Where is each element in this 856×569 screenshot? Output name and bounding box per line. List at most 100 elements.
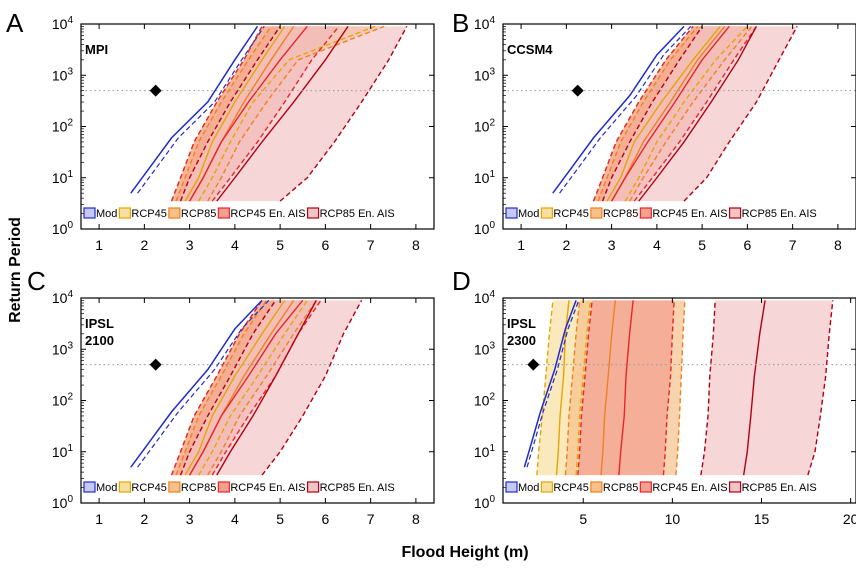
bound-upper-rcp85-en-ais xyxy=(261,300,363,476)
bound-lower-rcp45 xyxy=(536,300,554,476)
line-mod-bound xyxy=(559,25,692,194)
median-rcp85 xyxy=(600,300,617,476)
x-tick-label: 3 xyxy=(608,237,616,253)
x-tick-label: 6 xyxy=(321,237,329,253)
bound-lower-rcp85 xyxy=(597,25,699,202)
legend-swatch-rcp45 xyxy=(118,481,132,493)
legend-swatch-rcp45-en-ais xyxy=(217,207,230,219)
observed-marker xyxy=(149,358,162,371)
bound-upper-rcp85-en-ais xyxy=(279,26,408,202)
median-rcp85-en-ais xyxy=(216,300,317,476)
legend-swatch-rcp45 xyxy=(540,207,554,219)
y-tick-label: 103 xyxy=(52,340,74,357)
x-tick-label: 4 xyxy=(231,511,239,527)
x-tick-label: 5 xyxy=(698,237,706,253)
y-tick-label: 101 xyxy=(474,443,496,460)
band-rcp85-en-ais xyxy=(180,26,407,202)
x-tick-label: 7 xyxy=(367,237,375,253)
line-mod xyxy=(130,299,263,468)
model-label: 2100 xyxy=(85,333,114,348)
legend-label-rcp85: RCP85 xyxy=(603,482,638,494)
x-tick-label: 3 xyxy=(186,237,194,253)
median-rcp45 xyxy=(606,25,721,202)
legend-swatch-mod xyxy=(83,481,96,493)
x-axis-title: Flood Height (m) xyxy=(401,544,528,561)
legend-swatch-rcp85-en-ais xyxy=(728,481,742,493)
legend-label-rcp45-en-ais: RCP45 En. AIS xyxy=(652,208,727,220)
plot-content xyxy=(552,25,798,202)
panel-letter: A xyxy=(6,8,24,38)
panel-letter: C xyxy=(27,266,46,296)
legend-label-rcp85-en-ais: RCP85 En. AIS xyxy=(320,208,395,220)
observed-marker xyxy=(527,358,540,371)
line-mod xyxy=(130,25,259,194)
legend-label-rcp45: RCP45 xyxy=(553,482,588,494)
bound-upper-rcp45-en-ais xyxy=(662,300,675,476)
x-tick-label: 2 xyxy=(140,511,148,527)
x-tick-label: 1 xyxy=(517,237,525,253)
x-tick-label: 5 xyxy=(276,511,284,527)
x-tick-label: 5 xyxy=(579,511,587,527)
bound-upper-rcp45-en-ais xyxy=(211,25,340,202)
y-tick-label: 103 xyxy=(474,340,496,357)
x-tick-label: 5 xyxy=(276,237,284,253)
legend-label-mod: Mod xyxy=(518,208,539,220)
x-tick-label: 1 xyxy=(95,237,103,253)
line-mod xyxy=(552,25,685,194)
y-tick-label: 100 xyxy=(474,220,496,237)
legend-label-rcp45-en-ais: RCP45 En. AIS xyxy=(652,482,727,494)
bound-upper-rcp45 xyxy=(198,25,376,202)
median-rcp85-en-ais xyxy=(742,300,766,476)
bound-upper-rcp85 xyxy=(675,300,686,476)
panel-b: 100 101 102 103 104 1 2 3 4 5 6 7 8 B CCSM4 Mod RCP45 RCP… xyxy=(452,8,856,253)
bound-upper-rcp45 xyxy=(624,25,748,202)
legend-swatch-rcp85 xyxy=(168,481,181,493)
legend-swatch-rcp45-en-ais xyxy=(639,481,652,493)
plot-content xyxy=(130,299,363,476)
observed-marker xyxy=(149,84,162,97)
legend-label-rcp45-en-ais: RCP45 En. AIS xyxy=(230,482,305,494)
panel-a: 100 101 102 103 104 1 2 3 4 5 6 7 8 A MPI Mod RCP45 RCP85… xyxy=(6,8,435,253)
bound-upper-rcp85 xyxy=(629,25,753,202)
bound-lower-rcp45-en-ais xyxy=(577,300,593,476)
bound-lower-rcp85-en-ais xyxy=(179,25,281,202)
legend-swatch-rcp45-en-ais xyxy=(639,207,652,219)
x-tick-label: 4 xyxy=(231,237,239,253)
bound-lower-rcp85 xyxy=(564,300,581,476)
band-rcp85-en-ais xyxy=(602,26,798,202)
legend-swatch-rcp85 xyxy=(590,481,603,493)
median-rcp85-en-ais xyxy=(638,26,758,202)
legend-swatch-rcp45-en-ais xyxy=(217,481,230,493)
y-tick-label: 100 xyxy=(52,220,74,237)
panel-letter: B xyxy=(452,8,469,38)
legend-label-rcp45-en-ais: RCP45 En. AIS xyxy=(230,208,305,220)
y-tick-label: 104 xyxy=(52,289,74,306)
y-tick-label: 100 xyxy=(52,494,74,511)
legend-label-mod: Mod xyxy=(96,482,117,494)
bound-upper-rcp85-en-ais xyxy=(807,300,834,476)
bound-upper-rcp85 xyxy=(207,299,317,476)
model-label: CCSM4 xyxy=(507,42,553,57)
panel-d: 100 101 102 103 104 5 10 15 20 D IPSL 2300 Mod RCP45 R… xyxy=(452,266,856,527)
legend-label-rcp45: RCP45 xyxy=(553,208,588,220)
model-label: 2300 xyxy=(507,333,536,348)
legend-label-rcp85-en-ais: RCP85 En. AIS xyxy=(742,208,817,220)
legend-label-mod: Mod xyxy=(96,208,117,220)
legend-label-mod: Mod xyxy=(518,482,539,494)
model-label: IPSL xyxy=(507,316,536,331)
observed-marker xyxy=(571,84,584,97)
x-tick-label: 6 xyxy=(321,511,329,527)
x-tick-label: 10 xyxy=(665,511,681,527)
legend-label-rcp45: RCP45 xyxy=(131,482,166,494)
legend-swatch-rcp85-en-ais xyxy=(306,481,320,493)
bound-lower-rcp85-en-ais xyxy=(700,300,716,476)
bound-upper-rcp45 xyxy=(198,299,308,476)
bound-lower-rcp45-en-ais xyxy=(170,299,263,476)
y-tick-label: 103 xyxy=(474,66,496,83)
x-tick-label: 8 xyxy=(834,237,842,253)
bound-upper-rcp45 xyxy=(575,300,592,476)
y-tick-label: 102 xyxy=(474,118,496,135)
y-tick-label: 102 xyxy=(474,392,496,409)
legend-swatch-rcp85-en-ais xyxy=(728,207,742,219)
